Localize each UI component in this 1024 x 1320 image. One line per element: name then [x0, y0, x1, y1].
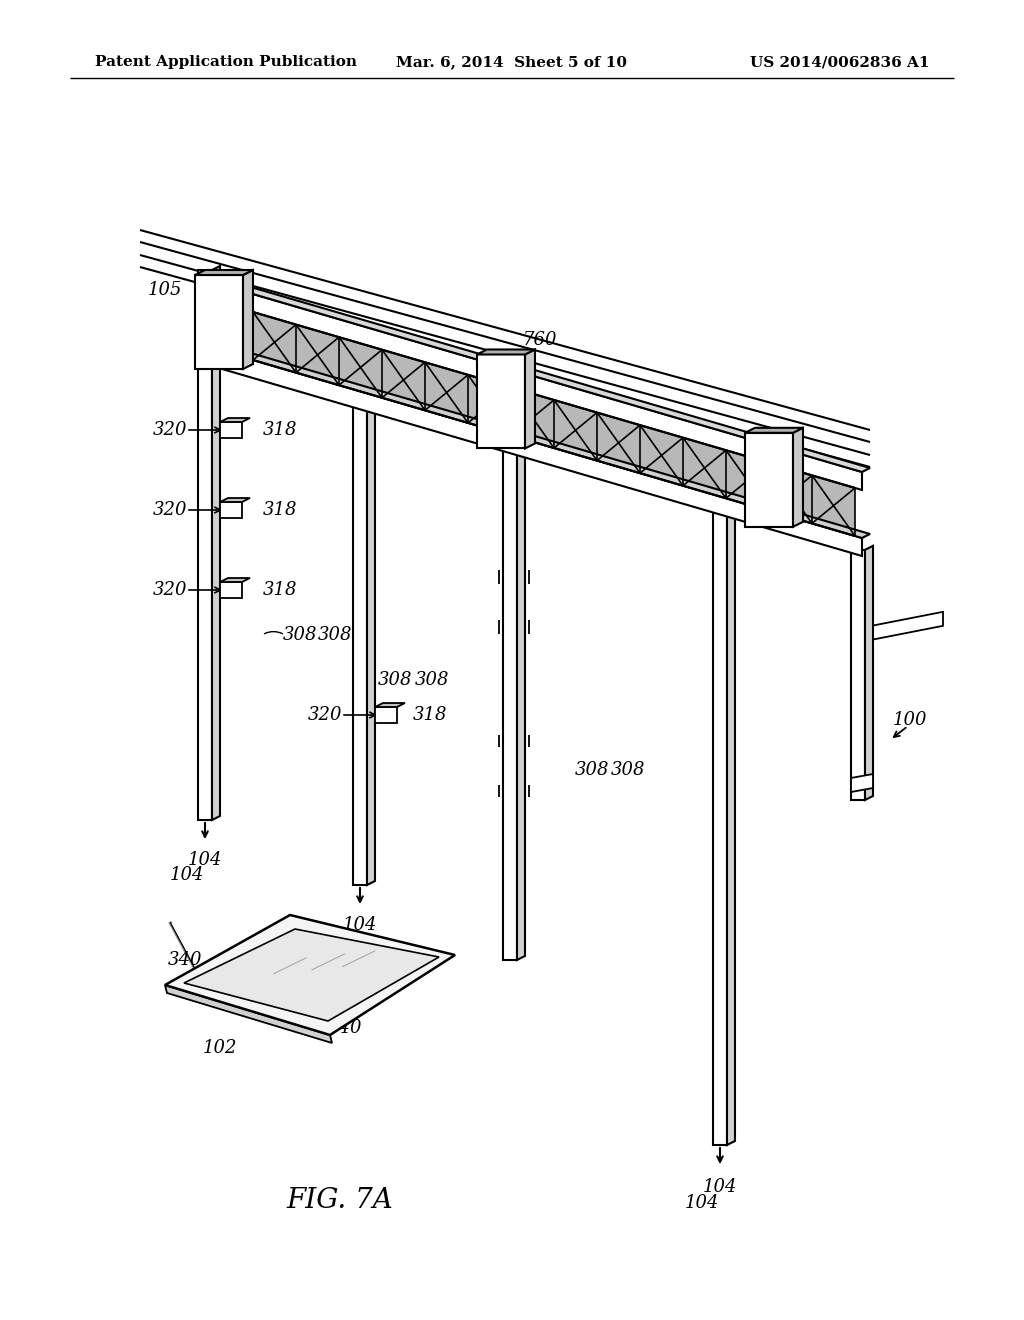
Polygon shape	[220, 498, 250, 502]
Polygon shape	[745, 428, 803, 433]
Text: 102: 102	[203, 1039, 238, 1057]
Text: 104: 104	[325, 931, 359, 949]
Polygon shape	[205, 346, 862, 556]
Polygon shape	[353, 408, 367, 884]
Text: 308: 308	[378, 671, 413, 689]
Text: 104: 104	[187, 851, 222, 869]
Text: US 2014/0062836 A1: US 2014/0062836 A1	[751, 55, 930, 69]
Text: 318: 318	[263, 581, 297, 599]
Text: Patent Application Publication: Patent Application Publication	[95, 55, 357, 69]
Text: 320: 320	[153, 502, 187, 519]
Polygon shape	[205, 280, 862, 490]
Polygon shape	[375, 708, 397, 723]
Text: 318: 318	[413, 706, 447, 723]
Polygon shape	[195, 271, 253, 275]
Text: 760: 760	[522, 331, 557, 348]
Polygon shape	[503, 451, 517, 960]
Text: 320: 320	[308, 706, 342, 723]
Polygon shape	[165, 915, 455, 1035]
Polygon shape	[517, 447, 525, 960]
Polygon shape	[851, 550, 865, 800]
Text: 320: 320	[153, 581, 187, 599]
Polygon shape	[205, 342, 870, 539]
Text: 308: 308	[317, 626, 352, 644]
Text: FIG. 7A: FIG. 7A	[287, 1187, 393, 1213]
Polygon shape	[184, 929, 439, 1020]
Polygon shape	[220, 582, 242, 598]
Text: 308: 308	[610, 762, 645, 779]
Polygon shape	[198, 271, 212, 820]
Polygon shape	[220, 418, 250, 422]
Polygon shape	[851, 612, 943, 644]
Text: 318: 318	[263, 502, 297, 519]
Polygon shape	[477, 350, 535, 355]
Polygon shape	[793, 428, 803, 527]
Polygon shape	[851, 774, 873, 792]
Text: 340: 340	[168, 950, 203, 969]
Text: 104: 104	[685, 1195, 719, 1212]
Polygon shape	[865, 546, 873, 800]
Polygon shape	[477, 355, 525, 449]
Polygon shape	[205, 276, 870, 473]
Polygon shape	[243, 271, 253, 370]
Text: 340: 340	[328, 1019, 362, 1038]
Polygon shape	[165, 985, 332, 1043]
Text: 318: 318	[263, 421, 297, 440]
Text: 104: 104	[702, 1177, 737, 1196]
Polygon shape	[525, 350, 535, 449]
Text: 308: 308	[415, 671, 450, 689]
Polygon shape	[195, 275, 243, 370]
Polygon shape	[212, 267, 220, 820]
Text: 308: 308	[283, 626, 317, 644]
Polygon shape	[745, 433, 793, 527]
Polygon shape	[220, 502, 242, 517]
Text: Mar. 6, 2014  Sheet 5 of 10: Mar. 6, 2014 Sheet 5 of 10	[396, 55, 628, 69]
Text: 105: 105	[147, 281, 182, 300]
Polygon shape	[375, 704, 406, 708]
Text: 308: 308	[574, 762, 609, 779]
Text: 320: 320	[153, 421, 187, 440]
Text: 104: 104	[343, 916, 377, 935]
Polygon shape	[220, 578, 250, 582]
Text: 100: 100	[893, 711, 928, 729]
Polygon shape	[727, 508, 735, 1144]
Text: 104: 104	[170, 866, 204, 884]
Polygon shape	[367, 404, 375, 884]
Polygon shape	[210, 300, 855, 536]
Polygon shape	[713, 512, 727, 1144]
Polygon shape	[220, 422, 242, 438]
